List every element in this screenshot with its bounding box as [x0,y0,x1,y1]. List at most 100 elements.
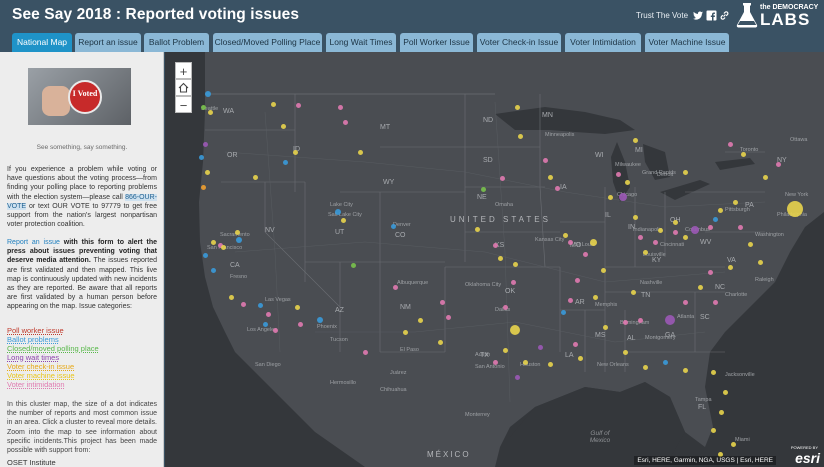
cluster-dot[interactable] [198,154,204,160]
cluster-dot[interactable] [280,123,286,129]
cluster-dot[interactable] [717,207,723,213]
esri-logo[interactable]: esri [795,450,820,466]
cluster-dot[interactable] [294,304,300,310]
cluster-dot[interactable] [350,262,356,268]
cluster-dot[interactable] [672,219,678,225]
cluster-dot[interactable] [710,369,716,375]
cluster-dot[interactable] [762,174,768,180]
cluster-dot[interactable] [499,175,505,181]
cluster-dot[interactable] [642,364,648,370]
cluster-dot[interactable] [707,269,713,275]
cluster-dot[interactable] [342,119,348,125]
cluster-dot[interactable] [514,374,520,380]
cluster-dot[interactable] [514,104,520,110]
cluster-dot[interactable] [517,133,523,139]
cluster-dot[interactable] [362,349,368,355]
cluster-dot[interactable] [357,149,363,155]
cluster-dot[interactable] [502,304,508,310]
cluster-dot[interactable] [757,259,763,265]
cluster-dot[interactable] [207,109,213,115]
category-voter-intimidation[interactable]: Voter intimidation [7,380,65,389]
map-canvas[interactable] [165,52,824,467]
cluster-dot[interactable] [202,252,208,258]
cluster-dot[interactable] [522,359,528,365]
cluster-dot[interactable] [252,174,258,180]
category-poll-worker[interactable]: Poll worker issue [7,326,64,335]
cluster-dot[interactable] [562,232,568,238]
cluster-dot[interactable] [600,267,606,273]
cluster-dot[interactable] [292,149,298,155]
cluster-dot[interactable] [682,169,688,175]
cluster-dot[interactable] [497,255,503,261]
tab-national-map[interactable]: National Map [12,33,72,52]
cluster-dot[interactable] [607,194,613,200]
cluster-dot[interactable] [512,261,518,267]
report-issue-link[interactable]: Report an issue [7,239,60,246]
cluster-dot[interactable] [665,315,675,325]
cluster-dot[interactable] [682,367,688,373]
cluster-dot[interactable] [787,201,803,217]
tab-ballot-problem[interactable]: Ballot Problem [144,33,209,52]
cluster-dot[interactable] [270,101,276,107]
cluster-dot[interactable] [210,267,216,273]
cluster-dot[interactable] [210,239,216,245]
cluster-dot[interactable] [257,302,263,308]
cluster-dot[interactable] [602,324,608,330]
cluster-dot[interactable] [727,264,733,270]
cluster-dot[interactable] [200,184,206,190]
category-voter-check-in[interactable]: Voter check-in issue [7,362,75,371]
tab-voter-check-in-issue[interactable]: Voter Check-in Issue [477,33,561,52]
cluster-dot[interactable] [740,151,746,157]
cluster-dot[interactable] [335,209,341,215]
cluster-dot[interactable] [567,239,573,245]
cluster-dot[interactable] [205,91,211,97]
cluster-dot[interactable] [200,104,206,110]
cluster-dot[interactable] [747,241,753,247]
category-long-wait-times[interactable]: Long wait times [7,353,60,362]
cluster-dot[interactable] [682,299,688,305]
cluster-dot[interactable] [662,359,668,365]
cluster-dot[interactable] [390,223,396,229]
cluster-dot[interactable] [657,227,663,233]
cluster-dot[interactable] [560,309,566,315]
cluster-dot[interactable] [630,289,636,295]
facebook-icon[interactable] [706,10,717,21]
tab-voter-machine-issue[interactable]: Voter Machine Issue [645,33,729,52]
cluster-dot[interactable] [547,361,553,367]
category-ballot-problems[interactable]: Ballot problems [7,335,59,344]
cluster-dot[interactable] [707,224,713,230]
cluster-dot[interactable] [710,427,716,433]
cluster-dot[interactable] [712,216,718,222]
cluster-dot[interactable] [732,199,738,205]
cluster-dot[interactable] [554,185,560,191]
tab-voter-intimidation[interactable]: Voter Intimidation [565,33,641,52]
cluster-dot[interactable] [672,229,678,235]
cluster-dot[interactable] [632,214,638,220]
home-button[interactable] [175,79,192,96]
cluster-dot[interactable] [622,319,628,325]
cluster-dot[interactable] [737,224,743,230]
category-closed-polling-place[interactable]: Closed/moved polling place [7,344,99,353]
cluster-dot[interactable] [510,325,520,335]
cluster-dot[interactable] [402,329,408,335]
cluster-dot[interactable] [220,244,226,250]
link-icon[interactable] [719,10,730,21]
cluster-dot[interactable] [295,102,301,108]
cluster-dot[interactable] [642,249,648,255]
cluster-dot[interactable] [717,451,723,457]
zoom-in-button[interactable]: + [175,62,192,79]
cluster-dot[interactable] [682,234,688,240]
cluster-dot[interactable] [510,279,516,285]
cluster-dot[interactable] [730,441,736,447]
cluster-dot[interactable] [217,242,223,248]
cluster-dot[interactable] [542,157,548,163]
cluster-dot[interactable] [727,141,733,147]
cluster-dot[interactable] [622,349,628,355]
cluster-dot[interactable] [775,161,781,167]
cluster-dot[interactable] [547,174,553,180]
cluster-dot[interactable] [492,359,498,365]
cluster-dot[interactable] [722,389,728,395]
cluster-dot[interactable] [637,317,643,323]
cluster-dot[interactable] [204,169,210,175]
cluster-dot[interactable] [592,294,598,300]
